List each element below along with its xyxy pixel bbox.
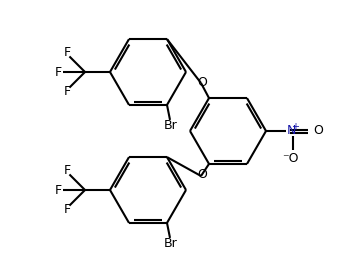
- Text: ⁻O: ⁻O: [282, 151, 298, 165]
- Text: O: O: [197, 75, 207, 89]
- Text: F: F: [64, 164, 71, 177]
- Text: O: O: [197, 168, 207, 182]
- Text: F: F: [64, 46, 71, 59]
- Text: Br: Br: [164, 119, 178, 132]
- Text: +: +: [291, 122, 299, 132]
- Text: O: O: [313, 124, 323, 138]
- Text: F: F: [55, 183, 62, 196]
- Text: F: F: [55, 66, 62, 79]
- Text: F: F: [64, 85, 71, 98]
- Text: F: F: [64, 203, 71, 216]
- Text: N: N: [287, 124, 296, 138]
- Text: Br: Br: [164, 237, 178, 250]
